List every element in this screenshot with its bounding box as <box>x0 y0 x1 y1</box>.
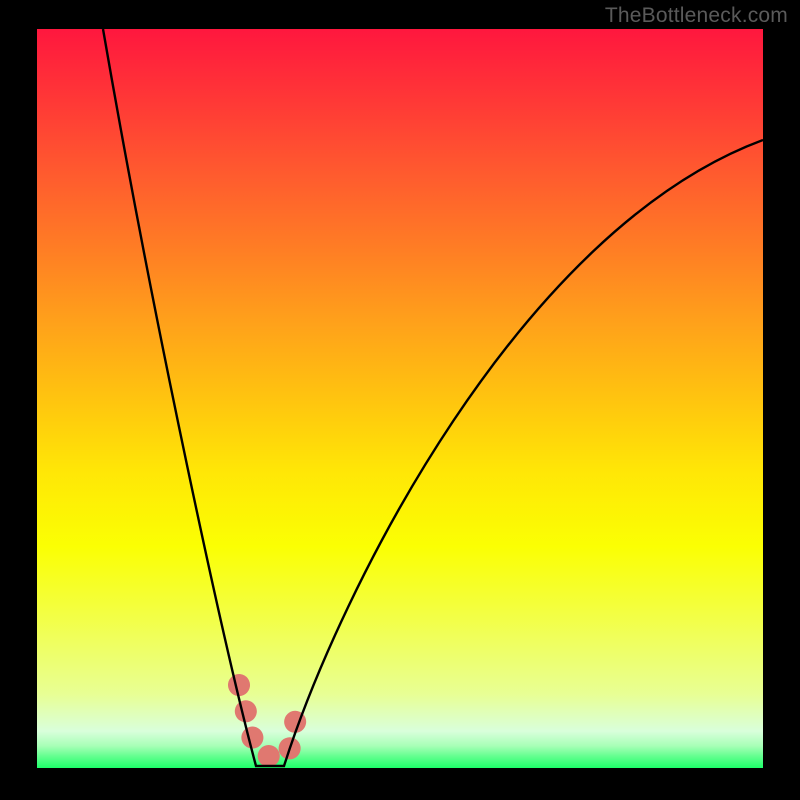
bottleneck-curve <box>103 29 763 766</box>
watermark-text: TheBottleneck.com <box>605 4 788 28</box>
chart-svg-layer <box>0 0 800 800</box>
